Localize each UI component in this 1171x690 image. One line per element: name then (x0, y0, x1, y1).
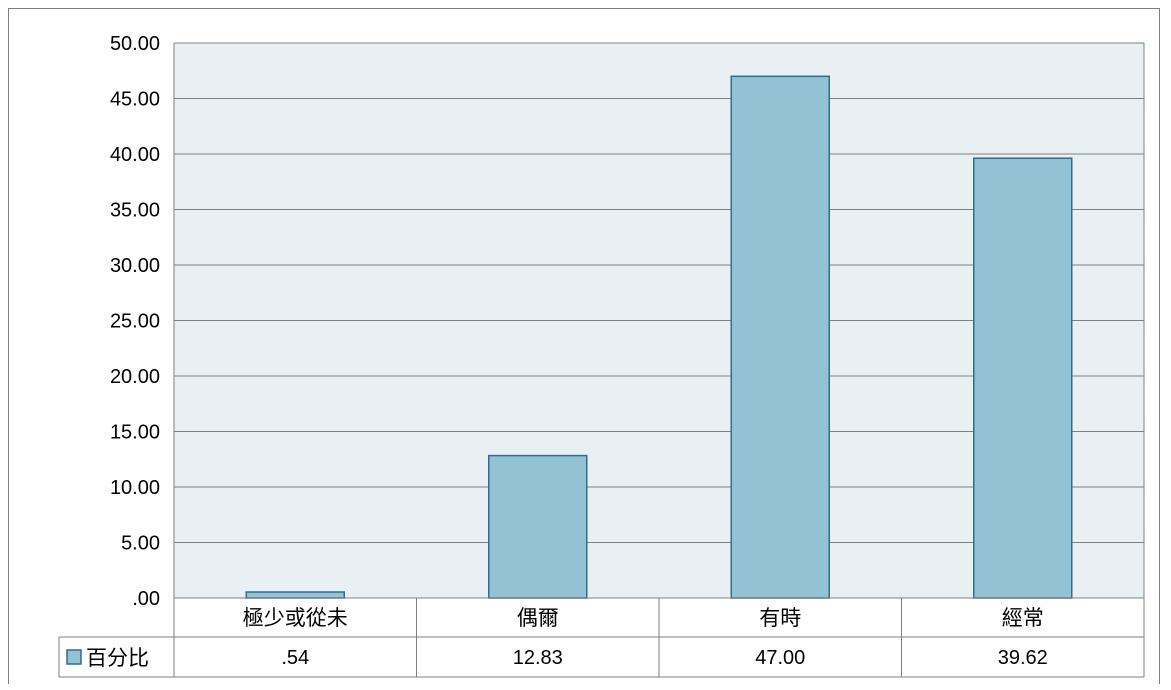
y-tick-label: 50.00 (110, 33, 160, 55)
y-tick-label: 45.00 (110, 89, 160, 111)
x-category-label: 有時 (759, 607, 801, 630)
bar (730, 75, 830, 599)
bar-chart: .00 5.00 10.00 15.00 20.00 25.00 30.00 35.00 40.… (58, 33, 1145, 678)
data-table-value: 12.83 (513, 647, 563, 669)
chart-frame: .00 5.00 10.00 15.00 20.00 25.00 30.00 35.00 40.… (8, 8, 1160, 684)
y-tick-label: 30.00 (110, 255, 160, 277)
data-table-value: 47.00 (755, 647, 805, 669)
y-tick-label: 20.00 (110, 366, 160, 388)
data-table-value: .54 (281, 647, 309, 669)
bar (245, 591, 345, 599)
y-tick-label: 35.00 (110, 200, 160, 222)
grid-lines (173, 42, 1145, 599)
y-tick-label: 15.00 (110, 422, 160, 444)
y-tick-label: 10.00 (110, 477, 160, 499)
legend-key (66, 649, 82, 665)
y-tick-label: .00 (132, 588, 160, 610)
y-tick-label: 5.00 (121, 533, 160, 555)
bar (973, 157, 1073, 599)
x-category-label: 偶爾 (517, 607, 559, 630)
x-category-label: 經常 (1002, 607, 1044, 630)
y-tick-label: 40.00 (110, 144, 160, 166)
bars (245, 75, 1073, 599)
x-category-label: 極少或從未 (243, 607, 348, 630)
bar (488, 454, 588, 599)
legend-series-name: 百分比 (86, 647, 149, 670)
y-axis-tick-labels: .00 5.00 10.00 15.00 20.00 25.00 30.00 35.00 40.… (110, 33, 160, 610)
y-tick-label: 25.00 (110, 311, 160, 333)
data-table-value: 39.62 (998, 647, 1048, 669)
